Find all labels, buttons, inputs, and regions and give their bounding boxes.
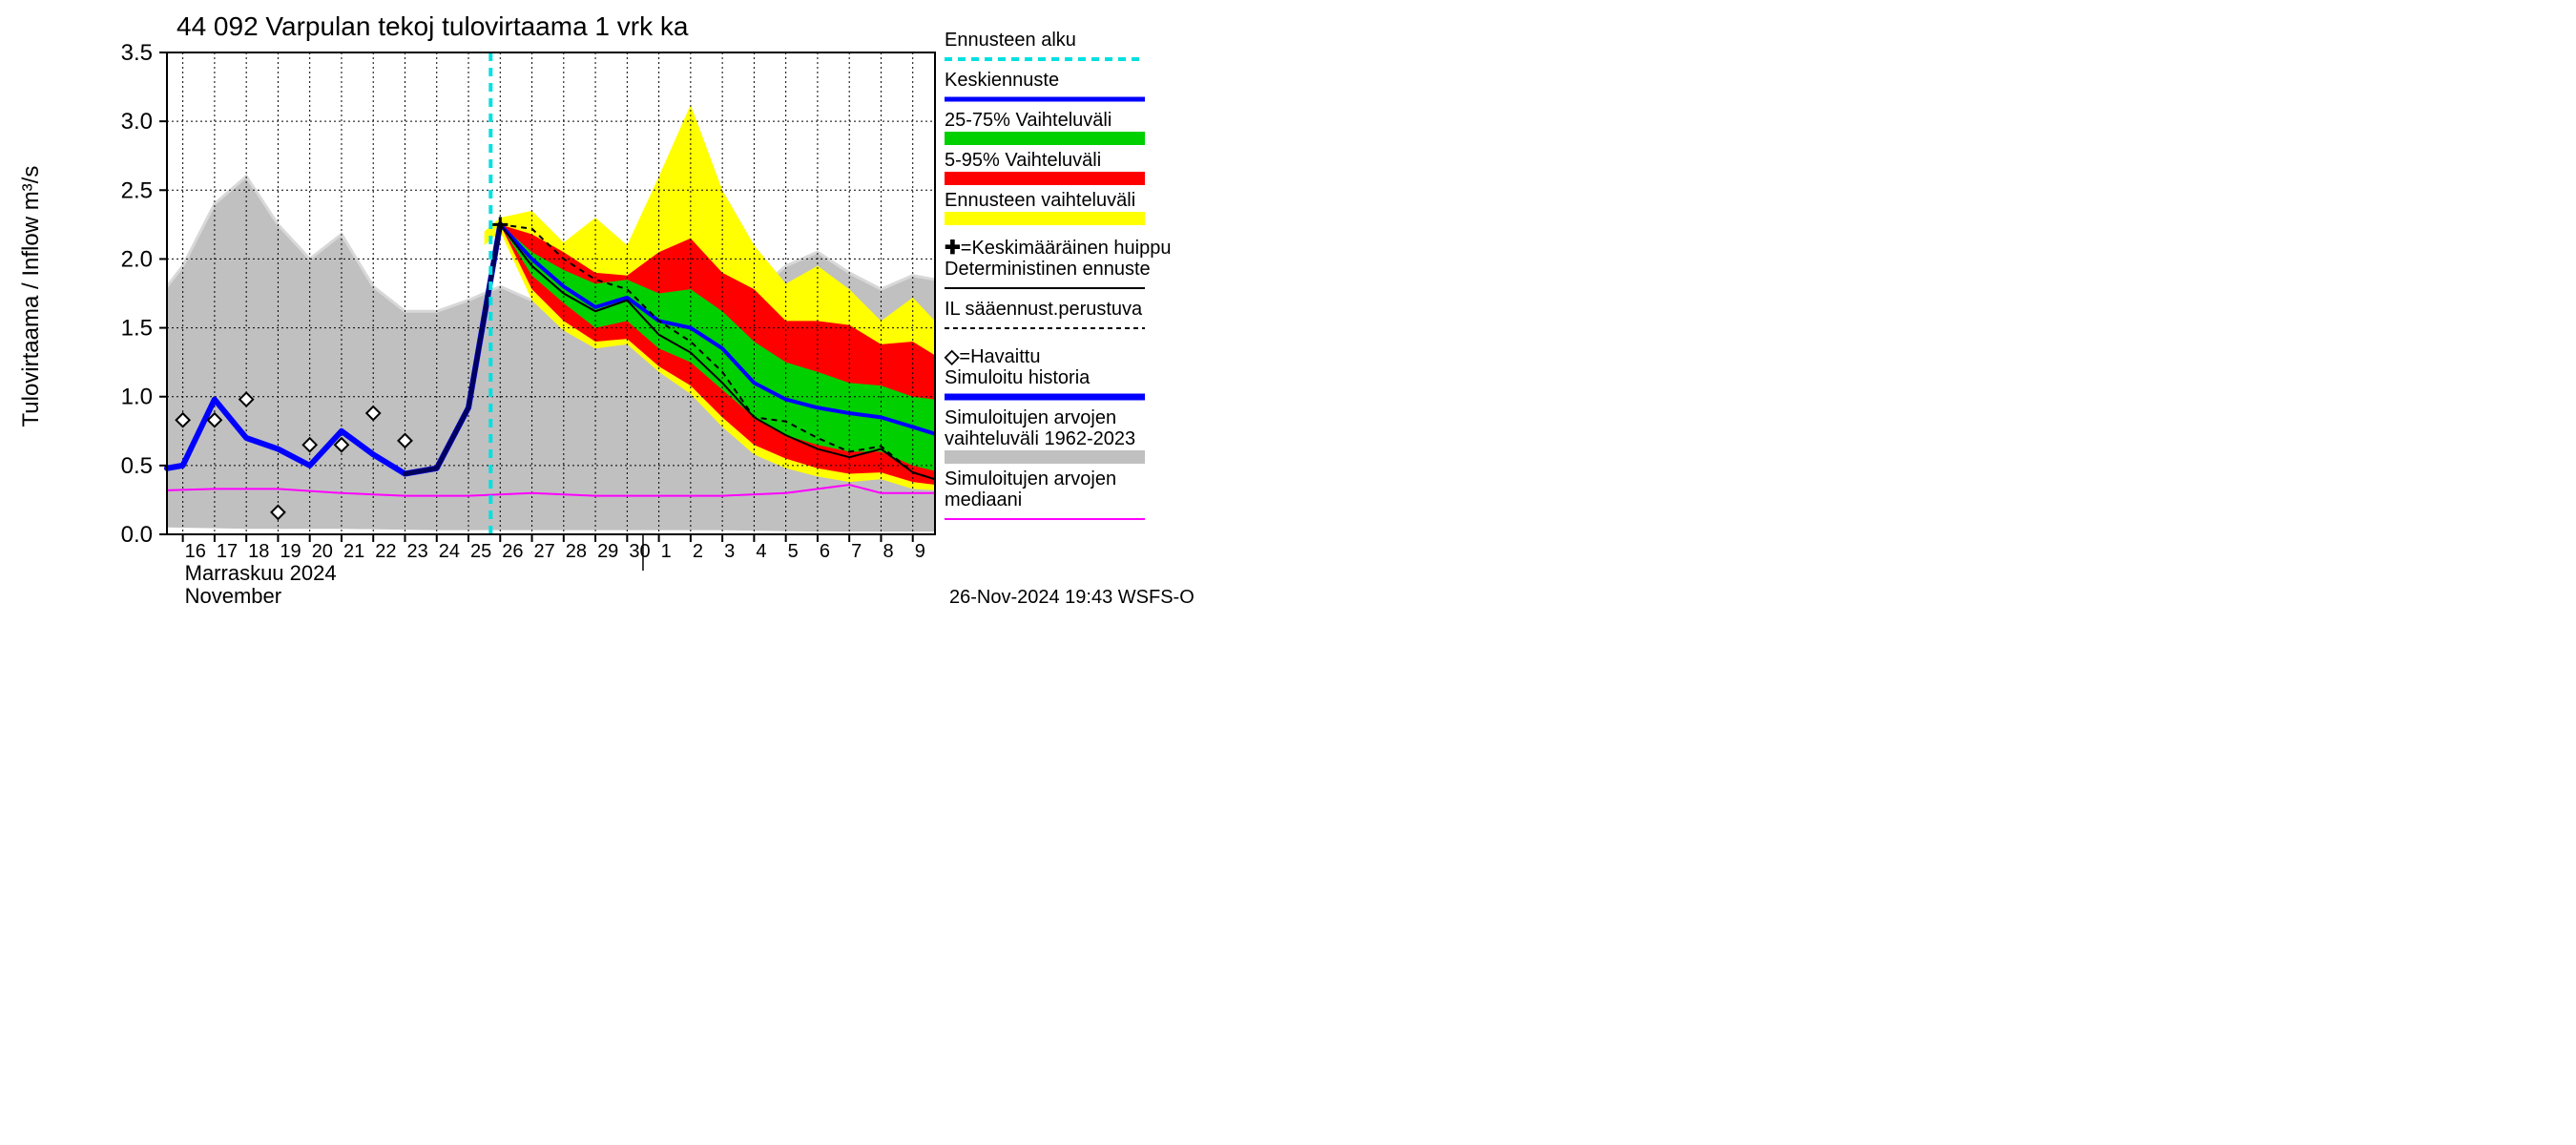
footer-timestamp: 26-Nov-2024 19:43 WSFS-O [949, 587, 1195, 608]
xtick-label: 1 [661, 541, 672, 562]
xtick-label: 8 [883, 541, 893, 562]
ytick-label: 1.5 [121, 316, 153, 342]
month-label-bottom: November [185, 584, 281, 608]
y-axis-label: Tulovirtaama / Inflow m³/s [18, 166, 44, 427]
ytick-label: 3.0 [121, 109, 153, 135]
month-label-top: Marraskuu 2024 [185, 561, 337, 585]
xtick-label: 17 [217, 541, 238, 562]
xtick-label: 26 [502, 541, 523, 562]
xtick-label: 9 [915, 541, 925, 562]
legend-label: ◇=Havaittu [944, 346, 1040, 367]
xtick-label: 23 [406, 541, 427, 562]
xtick-label: 25 [470, 541, 491, 562]
xtick-label: 3 [724, 541, 735, 562]
inflow-forecast-chart: 0.00.51.01.52.02.53.03.51617181920212223… [0, 0, 1431, 639]
legend-label: 25-75% Vaihteluväli [945, 110, 1111, 131]
legend-label: Deterministinen ennuste [945, 259, 1151, 280]
ytick-label: 3.5 [121, 40, 153, 66]
xtick-label: 30 [629, 541, 650, 562]
xtick-label: 4 [756, 541, 766, 562]
xtick-label: 29 [597, 541, 618, 562]
legend-label: mediaani [945, 489, 1022, 510]
legend-label: Ennusteen vaihteluväli [945, 190, 1135, 211]
xtick-label: 22 [375, 541, 396, 562]
legend-label: Simuloitu historia [945, 367, 1091, 388]
ytick-label: 2.0 [121, 246, 153, 272]
legend-label: Ennusteen alku [945, 30, 1076, 51]
xtick-label: 6 [820, 541, 830, 562]
xtick-label: 28 [566, 541, 587, 562]
ytick-label: 0.0 [121, 522, 153, 548]
legend-label: Simuloitujen arvojen [945, 407, 1116, 428]
ytick-label: 1.0 [121, 385, 153, 410]
legend-label: 5-95% Vaihteluväli [945, 150, 1101, 171]
legend-label: ✚=Keskimääräinen huippu [945, 238, 1171, 259]
xtick-label: 7 [851, 541, 862, 562]
legend-swatch-band [945, 172, 1145, 185]
legend-label: IL sääennust.perustuva [945, 299, 1143, 320]
xtick-label: 21 [343, 541, 364, 562]
xtick-label: 16 [185, 541, 206, 562]
chart-title: 44 092 Varpulan tekoj tulovirtaama 1 vrk… [177, 11, 689, 41]
legend-label: vaihteluväli 1962-2023 [945, 428, 1135, 449]
legend-label: Simuloitujen arvojen [945, 468, 1116, 489]
ytick-label: 0.5 [121, 453, 153, 479]
xtick-label: 27 [534, 541, 555, 562]
xtick-label: 18 [248, 541, 269, 562]
xtick-label: 19 [280, 541, 301, 562]
legend-swatch-band [945, 212, 1145, 225]
xtick-label: 24 [439, 541, 460, 562]
legend-swatch-band [945, 132, 1145, 145]
legend-label: Keskiennuste [945, 70, 1059, 91]
xtick-label: 2 [693, 541, 703, 562]
legend-swatch-band [945, 450, 1145, 464]
xtick-label: 20 [312, 541, 333, 562]
ytick-label: 2.5 [121, 177, 153, 203]
xtick-label: 5 [788, 541, 799, 562]
